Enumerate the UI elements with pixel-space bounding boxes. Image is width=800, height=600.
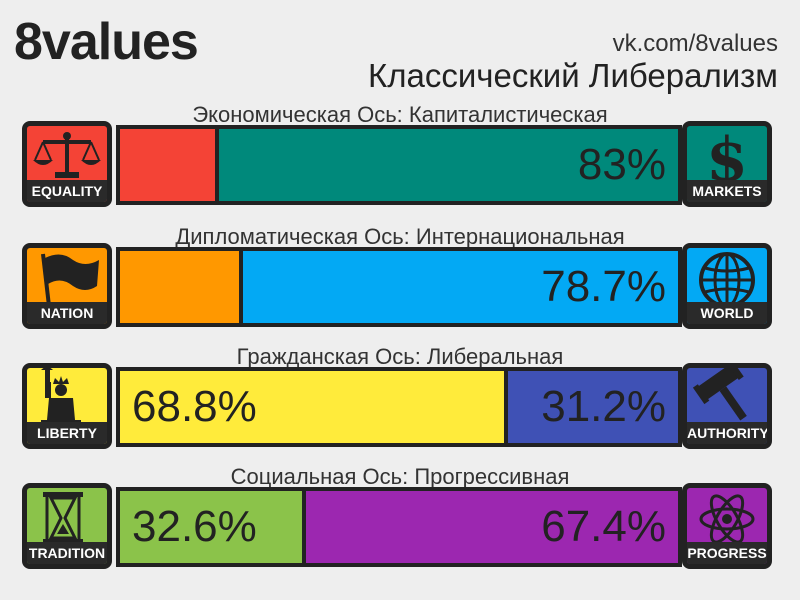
pct-tradition: 32.6% bbox=[132, 502, 257, 551]
right-icon-box-markets: $ MARKETS bbox=[682, 121, 772, 207]
atom-icon bbox=[699, 494, 755, 544]
left-label-tradition: TRADITION bbox=[27, 542, 107, 564]
axis-title-social: Социальная Ось: Прогрессивная bbox=[230, 464, 570, 489]
flag-icon bbox=[41, 253, 99, 307]
bar-segment-authority: 31.2% bbox=[503, 371, 678, 443]
right-icon-box-progress: PROGRESS bbox=[682, 483, 772, 569]
bar-segment-tradition: 32.6% bbox=[120, 491, 302, 563]
hourglass-icon bbox=[43, 492, 83, 544]
pct-liberty: 68.8% bbox=[132, 382, 257, 431]
left-label-liberty: LIBERTY bbox=[27, 422, 107, 444]
right-label-authority: AUTHORITY bbox=[687, 422, 767, 444]
right-icon-box-world: WORLD bbox=[682, 243, 772, 329]
bar-segment-liberty: 68.8% bbox=[120, 371, 504, 443]
bar-segment-progress: 67.4% bbox=[301, 491, 678, 563]
pct-world: 78.7% bbox=[541, 262, 666, 311]
bar-social: 32.6% 67.4% bbox=[116, 487, 682, 567]
right-label-markets: MARKETS bbox=[687, 180, 767, 202]
globe-icon bbox=[699, 252, 755, 308]
ideology-title: Классический Либерализм bbox=[368, 57, 778, 94]
left-icon-box-liberty: LIBERTY bbox=[22, 363, 112, 449]
left-icon-box-tradition: TRADITION bbox=[22, 483, 112, 569]
bar-segment-nation bbox=[120, 251, 239, 323]
right-label-world: WORLD bbox=[687, 302, 767, 324]
right-label-progress: PROGRESS bbox=[687, 542, 767, 564]
bar-civil: 68.8% 31.2% bbox=[116, 367, 682, 447]
pct-progress: 67.4% bbox=[541, 502, 666, 551]
gavel-icon bbox=[692, 368, 747, 421]
left-icon-box-nation: NATION bbox=[22, 243, 112, 329]
bar-segment-markets: 83% bbox=[214, 129, 678, 201]
left-label-equality: EQUALITY bbox=[27, 180, 107, 202]
left-icon-box-equality: EQUALITY bbox=[22, 121, 112, 207]
statue-of-liberty-icon bbox=[41, 368, 81, 428]
dollar-icon: $ bbox=[706, 126, 748, 186]
axis-title-economic: Экономическая Ось: Капиталистическая bbox=[192, 102, 608, 127]
bar-diplomatic: 78.7% bbox=[116, 247, 682, 327]
scales-icon bbox=[33, 132, 101, 178]
bar-economic: 83% bbox=[116, 125, 682, 205]
bar-segment-equality bbox=[120, 129, 215, 201]
left-label-nation: NATION bbox=[27, 302, 107, 324]
bar-segment-world: 78.7% bbox=[238, 251, 678, 323]
site-url[interactable]: vk.com/8values bbox=[612, 30, 778, 57]
axis-title-civil: Гражданская Ось: Либеральная bbox=[236, 344, 564, 369]
pct-markets: 83% bbox=[577, 140, 666, 189]
pct-authority: 31.2% bbox=[541, 382, 666, 431]
svg-text:$: $ bbox=[706, 126, 748, 186]
axis-title-diplomatic: Дипломатическая Ось: Интернациональная bbox=[175, 224, 625, 249]
logo: 8values bbox=[14, 13, 199, 71]
right-icon-box-authority: AUTHORITY bbox=[682, 363, 772, 449]
